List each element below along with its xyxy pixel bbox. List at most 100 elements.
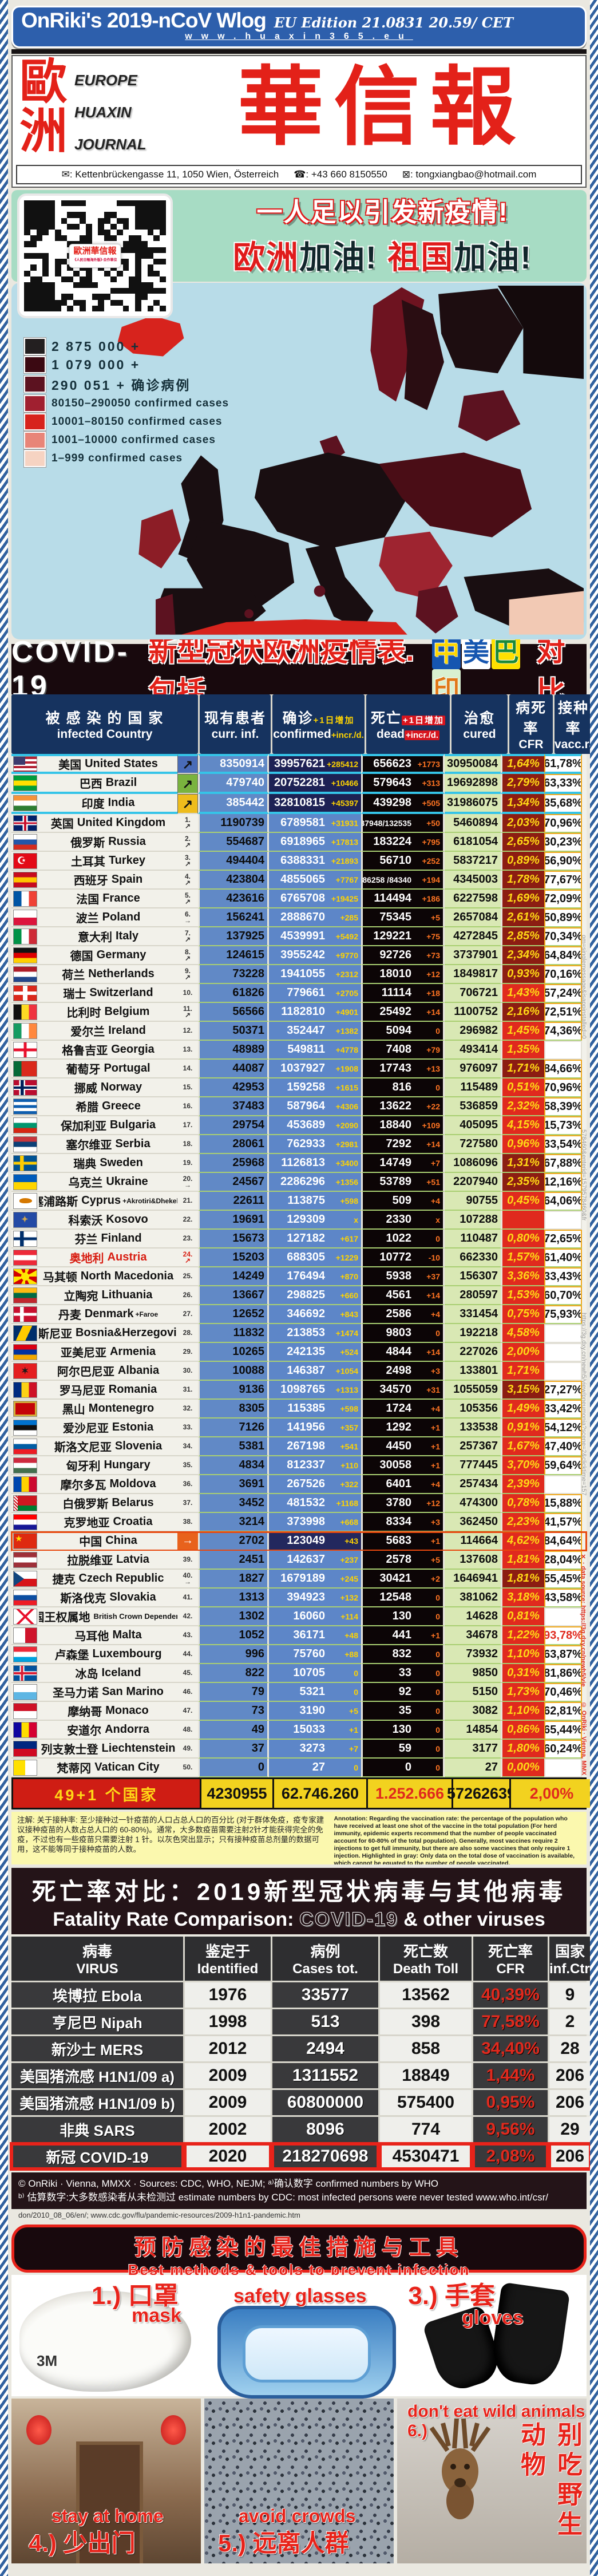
dead-cell: 8334 +3 [361, 1513, 445, 1532]
fatality-column-header: 死亡率 CFR [473, 1937, 548, 1981]
confirmed-cell: 10705 0 [269, 1664, 361, 1683]
dead-cell: 14749 +7 [361, 1154, 445, 1173]
cfr-cell: 0,45% [501, 1192, 544, 1211]
rank-cell: ↗ [177, 774, 198, 794]
table-row: 荷兰 Netherlands 9. ↗ 73228 1941055 +2312 18010 +1… [11, 965, 587, 984]
confirmed-cell: 142637 +237 [269, 1551, 361, 1570]
fatality-column-header: 病毒 VIRUS [11, 1937, 183, 1981]
vaccination-rate-cell: 35,68% [544, 794, 582, 814]
current-infected-cell: 22611 [198, 1192, 269, 1211]
url-fragment-note: https://3g.dxy.cn/newh5/view/pneumonia?s… [580, 1313, 587, 1496]
flag-cell [11, 1097, 39, 1116]
cfr-cell: 1,73% [501, 1683, 544, 1702]
rank-cell: 25. [177, 1267, 198, 1286]
url-fragment-note: 578460&enterid=1579578460&fr [580, 1129, 587, 1221]
cfr-cell: 1,71% [501, 1362, 544, 1381]
vaccination-rate-cell: 93,78% [544, 1626, 582, 1645]
vaccination-rate-cell: 50,89% [544, 908, 582, 927]
current-infected-cell: 5381 [198, 1437, 269, 1456]
dead-cell: 35 0 [361, 1702, 445, 1721]
column-header: 死亡 +1日增加 dead +incr./d. [366, 694, 450, 754]
legend-swatch [23, 337, 46, 355]
vaccination-rate-cell [544, 1211, 582, 1230]
table-row: 瑞典 Sweden 19. 25968 1126813 +3400 14749 +7 10860… [11, 1154, 587, 1173]
rank-cell: 13. [177, 1041, 198, 1060]
country-name: 捷克 Czech Republic [39, 1570, 177, 1589]
vaccination-rate-cell: 72,09% [544, 890, 582, 908]
cfr-cell: 2,35% [501, 1173, 544, 1192]
country-name: 格鲁吉亚 Georgia [39, 1041, 177, 1060]
current-infected-cell: 996 [198, 1645, 269, 1664]
confirmed-cell: 3955242 +9770 [269, 946, 361, 965]
flag-cell [11, 774, 39, 794]
dead-cell: 4844 +14 [361, 1343, 445, 1362]
current-infected-cell: 28061 [198, 1135, 269, 1154]
flag-cell [11, 1116, 39, 1135]
table-row: 挪威 Norway 15. 42953 159258 +1615 816 0 115489 0,5… [11, 1078, 587, 1097]
total-cfr: 2,00% [511, 1779, 590, 1808]
avoid-crowds-label-en: avoid crowds [239, 2506, 356, 2526]
dead-cell: 6401 +4 [361, 1475, 445, 1494]
current-infected-cell: 15203 [198, 1249, 269, 1267]
rank-cell: 43. [177, 1626, 198, 1645]
confirmed-cell: 115385 +598 [269, 1400, 361, 1419]
table-row: 马耳他 Malta 43. 1052 36171 +48 441 +1 34678 1,22% 93… [11, 1626, 587, 1645]
cfr-cell: 2,32% [501, 1097, 544, 1116]
rank-cell: 20. → [177, 1173, 198, 1192]
flag-united-kingdom-icon [13, 815, 37, 831]
fatality-column-header: 死亡数 Death Toll [380, 1937, 472, 1981]
cfr-cell: 2,00% [501, 1343, 544, 1362]
table-row: 斯洛文尼亚 Slovenia 34. 5381 267198 +541 4450 +1 2573… [11, 1437, 587, 1456]
dead-cell: 2498 +3 [361, 1362, 445, 1381]
flag-cell [11, 1589, 39, 1607]
flag-cell [11, 1060, 39, 1078]
fatality-title: 死亡率对比：2019新型冠状病毒与其他病毒 Fatality Rate Comp… [11, 1868, 587, 1934]
confirmed-cell: 1941055 +2312 [269, 965, 361, 984]
cured-cell: 105356 [445, 1400, 501, 1419]
rank-cell: 11. ↗ [177, 1003, 198, 1022]
current-infected-cell: 385442 [198, 794, 269, 814]
total-label: 49+1 个国家 [13, 1779, 200, 1808]
legend-swatch [23, 355, 46, 374]
cfr-cell: 4,62% [501, 1532, 544, 1551]
cases-cell: 8096 [272, 2117, 378, 2142]
flag-cell [11, 1249, 39, 1267]
country-name: 克罗地亚 Croatia [39, 1513, 177, 1532]
current-infected-cell: 48989 [198, 1041, 269, 1060]
country-name: 塞尔维亚 Serbia [39, 1135, 177, 1154]
country-name: 荷兰 Netherlands [39, 965, 177, 984]
email-text[interactable]: : tongxiangbao@hotmail.com [410, 169, 537, 180]
vaccination-rate-cell: 72,51% [544, 1003, 582, 1022]
flag-cell [11, 1230, 39, 1249]
flag-romania-icon [13, 1381, 37, 1398]
rank-cell: 15. [177, 1078, 198, 1097]
vaccination-rate-cell: 70,16% [544, 965, 582, 984]
mask-label-cn: 1.) 口罩 [92, 2282, 179, 2310]
cfr-cell: 3,18% [501, 1589, 544, 1607]
sources-url-line: don/2010_08_06/en/; www.cdc.gov/flu/pand… [18, 2211, 300, 2219]
table-row: 土耳其Turkey3.↗4944046388331+2189356710+252… [11, 852, 587, 871]
flag-vatican-city-icon [13, 1759, 37, 1776]
map-legend: 2 875 000 + 1 079 000 + 290 051 + 确诊病例 8015… [23, 337, 229, 468]
phone-icon: ☎: +43 660 8150550 [294, 169, 387, 180]
cfr-cell: 1,44% [473, 2063, 548, 2088]
vaccination-rate-cell: 59,64% [544, 1456, 582, 1475]
flag-cell [11, 908, 39, 927]
rank-cell: 29. [177, 1343, 198, 1362]
dead-cell: 579643 +313 [361, 774, 445, 794]
cfr-cell: 1,69% [501, 890, 544, 908]
flag-cell [11, 1381, 39, 1400]
current-infected-cell: 3214 [198, 1513, 269, 1532]
death-toll-cell: 4530471 [378, 2142, 473, 2171]
table-row: 希腊 Greece 16. 37483 587964 +4306 13622 +22 53685… [11, 1097, 587, 1116]
flag-finland-icon [13, 1230, 37, 1247]
website-link[interactable]: www.huaxin365.eu [185, 31, 413, 41]
cfr-cell: 0,91% [501, 1419, 544, 1437]
confirmed-cell: 113875 +598 [269, 1192, 361, 1211]
vaccination-rate-cell: 61,40% [544, 1249, 582, 1267]
flag-san-marino-icon [13, 1684, 37, 1700]
cured-cell: 1055059 [445, 1381, 501, 1400]
deer-icon [429, 2418, 491, 2520]
